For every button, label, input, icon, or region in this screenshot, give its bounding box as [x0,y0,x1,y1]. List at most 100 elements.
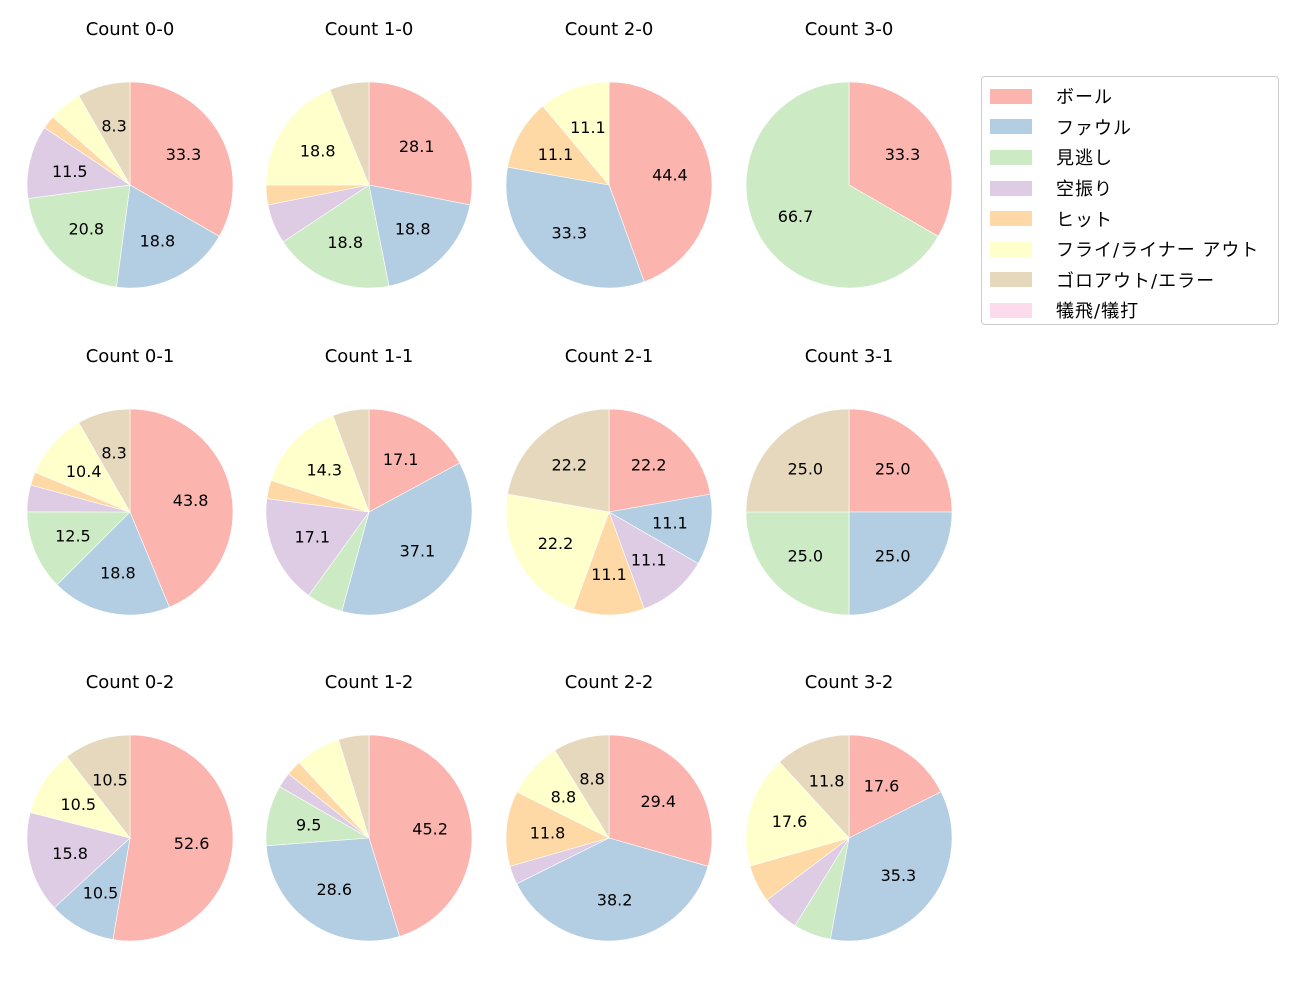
pie-slice [848,734,942,839]
legend-label: 犠飛/犠打 [1056,301,1140,323]
pie-slice [554,734,610,840]
legend-swatch [990,119,1032,135]
pie-slice-label: 44.4 [652,165,688,184]
pie-slice-label: 22.2 [551,456,587,475]
legend-swatch [990,88,1032,104]
pie-slice [368,81,473,206]
pie-title: Count 3-1 [805,346,894,367]
pie-slice-label: 17.1 [383,450,419,469]
legend-item-fly-liner-out: フライ/ライナー アウト [982,234,1278,265]
pie-slice-label: 35.3 [881,866,917,885]
pie-slice-label: 11.8 [809,771,845,790]
legend-item-sacrifice: 犠飛/犠打 [982,295,1278,326]
pie-slice-label: 11.8 [530,823,566,842]
pie-slice [745,761,850,867]
pie-slice-label: 11.5 [52,162,88,181]
legend-swatch [990,272,1032,288]
pie-slice-label: 8.3 [101,116,126,135]
pie-slice-label: 10.5 [60,795,96,814]
pie-slice [26,511,131,586]
pie-slice-label: 11.1 [538,145,574,164]
pie-title: Count 2-1 [565,346,654,367]
pie-slice-label: 38.2 [597,891,633,910]
pie-slice [56,511,170,616]
pie-slice-label: 11.1 [652,514,688,533]
pie-slice [282,184,390,289]
pie-title: Count 3-2 [805,672,894,693]
pie-slice [608,81,713,283]
pie-slice [332,408,370,513]
legend-swatch [990,211,1032,227]
pie-title: Count 1-2 [325,672,414,693]
pie-title: Count 3-0 [805,19,894,40]
pie-slice [848,511,953,616]
pie-slice [129,408,234,608]
pie-slice-label: 18.8 [300,142,336,161]
pie-slice-label: 12.5 [55,527,91,546]
pie-slice-label: 14.3 [306,460,342,479]
pie-slice-label: 25.0 [787,459,823,478]
pie-slice [368,184,471,287]
pie-slice [745,81,939,289]
pie-slice [829,791,953,942]
pie-count-1-2: Count 1-2 45.2 28.6 9.5 [265,672,473,942]
pie-slice [78,408,131,514]
pie-slice-label: 15.8 [52,844,88,863]
pie-title: Count 0-0 [86,19,175,40]
pie-slice [573,511,645,616]
pie-title: Count 0-1 [86,346,175,367]
legend-label: ファウル [1056,117,1132,139]
pie-slice [270,415,370,513]
pie-count-1-0: Count 1-0 28.1 18.8 18.8 18.8 [265,19,473,289]
pie-slice-label: 28.1 [399,137,435,156]
pie-count-2-2: Count 2-2 29.4 38.2 11.8 8.88.8 [505,672,713,942]
pie-count-3-2: Count 3-2 17.6 35.3 17.6 11.8 [745,672,953,942]
pie-slice [265,498,370,596]
pie-slice-label: 18.8 [395,220,431,239]
pie-slice-label: 10.5 [83,883,119,902]
pie-slice [78,81,131,187]
legend-label: ゴロアウト/エラー [1056,270,1216,292]
legend-label: ボール [1056,87,1113,109]
pie-slice-label: 8.8 [579,770,604,789]
pie-slice-label: 45.2 [412,820,448,839]
pie-slice [329,81,370,186]
pie-count-3-0: Count 3-0 33.3 66.7 [745,19,953,289]
pie-slice-label: 18.8 [327,233,363,252]
pie-slice-label: 11.1 [591,565,627,584]
pie-count-0-1: Count 0-1 43.8 18.8 12.5 10.48.3 [26,346,234,616]
legend-item-called-strike: 見逃し [982,142,1278,173]
pie-count-3-1: Count 3-1 25.0 25.0 25.0 25.0 [745,346,953,616]
pie-slice-label: 25.0 [787,547,823,566]
pie-slice [505,166,645,289]
legend-label: フライ/ライナー アウト [1056,240,1260,262]
pie-slice [338,734,370,839]
pie-title: Count 2-0 [565,19,654,40]
pie-count-0-0: Count 0-0 33.3 18.8 20.8 11.5 8.3 [26,19,234,289]
pie-slice-label: 52.6 [174,834,210,853]
legend-label: 見逃し [1056,148,1113,170]
pie-slice-label: 11.1 [631,550,667,569]
pie-slice-label: 22.2 [631,456,667,475]
pie-slice [368,408,461,513]
pie-slice-label: 17.1 [294,528,330,547]
legend-item-swinging-strike: 空振り [982,173,1278,204]
pie-slice-label: 17.6 [864,776,900,795]
pie-slice-label: 43.8 [173,491,209,510]
pie-title: Count 0-2 [86,672,175,693]
pie-slice [608,408,711,513]
pie-slice-label: 17.6 [772,812,808,831]
pie-slice-label: 18.8 [140,231,176,250]
pie-slice-label: 20.8 [68,220,104,239]
pie-slice [745,408,850,513]
pie-slice [848,81,953,237]
legend-swatch [990,149,1032,165]
pie-slice-label: 33.3 [166,145,202,164]
legend-item-ball: ボール [982,81,1278,112]
pie-count-0-2: Count 0-2 52.6 10.5 15.8 10.5 10.5 [26,672,234,942]
pie-slice-label: 10.4 [66,462,102,481]
pie-slice [507,408,610,513]
pie-slice-label: 29.4 [640,792,676,811]
legend-item-hit: ヒット [982,203,1278,234]
pie-slice [129,81,234,237]
